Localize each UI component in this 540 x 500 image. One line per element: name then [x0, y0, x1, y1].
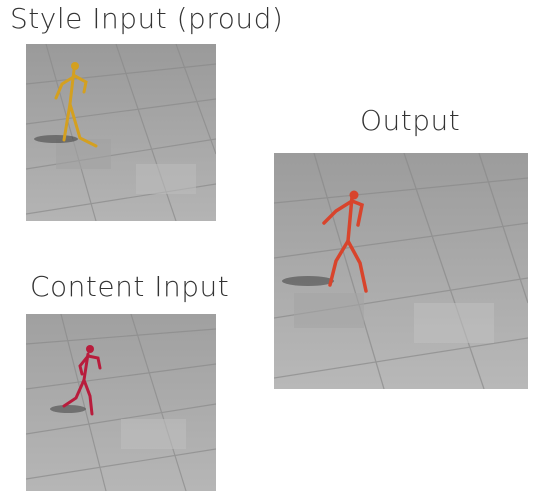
- style-input-scene: [26, 44, 216, 221]
- shadow: [34, 135, 78, 143]
- output-figure: [322, 190, 368, 293]
- floor-tile-lines: [26, 314, 216, 491]
- floor: [26, 44, 216, 221]
- floor: [274, 153, 528, 389]
- output-label: Output: [360, 104, 461, 137]
- content-input-panel: [26, 314, 216, 491]
- floor: [26, 314, 216, 491]
- style-input-label: Style Input (proud): [10, 2, 284, 35]
- floor-tile-lines: [26, 44, 216, 221]
- floor-tile-lines: [274, 153, 528, 389]
- content-figure: [62, 345, 102, 416]
- output-panel: [274, 153, 528, 389]
- shadow: [50, 405, 86, 413]
- style-figure: [54, 62, 98, 148]
- shadow: [282, 276, 334, 286]
- content-input-scene: [26, 314, 216, 491]
- output-scene: [274, 153, 528, 389]
- style-input-panel: [26, 44, 216, 221]
- content-input-label: Content Input: [30, 270, 230, 303]
